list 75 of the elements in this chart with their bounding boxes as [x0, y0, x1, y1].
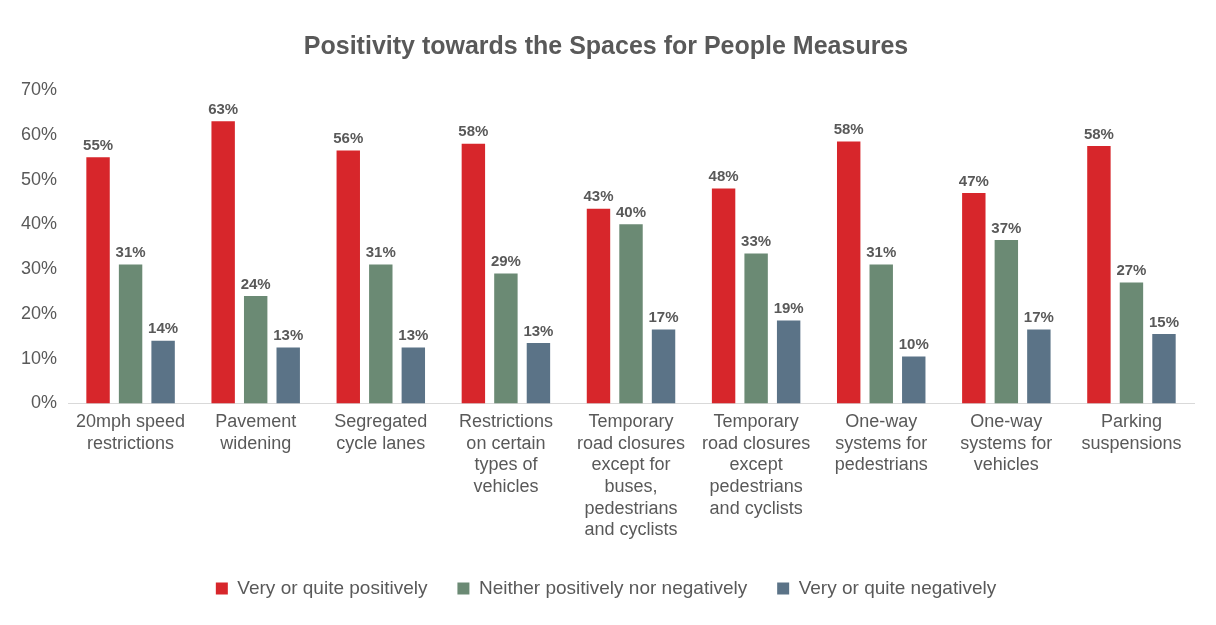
data-label: 40%: [616, 202, 647, 220]
y-tick-label: 40%: [21, 213, 58, 234]
y-tick-label: 30%: [21, 258, 58, 279]
bar: [401, 347, 426, 404]
bar: [744, 253, 768, 404]
bar: [962, 192, 986, 404]
data-label: 58%: [833, 120, 864, 138]
x-tick-label: Parking suspensions: [1081, 411, 1182, 453]
data-label: 24%: [240, 274, 271, 292]
y-tick-label: 60%: [21, 123, 58, 144]
y-tick-label: 10%: [21, 347, 58, 368]
x-tick-label: Segregated cycle lanes: [334, 411, 428, 453]
bar: [994, 239, 1019, 404]
y-tick-label: 70%: [21, 78, 58, 99]
bar: [619, 224, 643, 404]
data-label: 31%: [866, 243, 897, 261]
bar: [526, 342, 551, 404]
data-label: 13%: [273, 326, 304, 344]
bar: [902, 356, 926, 404]
data-label: 47%: [958, 171, 989, 189]
data-label: 14%: [148, 319, 179, 337]
x-tick-label: Temporary road closures except for buses, pedestrians and cyclists: [576, 411, 686, 540]
data-label: 29%: [490, 252, 521, 270]
data-label: 48%: [708, 167, 739, 185]
bar: [1119, 282, 1144, 404]
data-label: 17%: [648, 308, 679, 326]
bar: [336, 150, 360, 404]
bar: [369, 264, 393, 404]
x-tick-label: One-way systems for pedestrians: [834, 411, 928, 475]
data-label: 37%: [991, 218, 1022, 236]
bar: [243, 295, 268, 404]
x-tick-label: 20mph speed restrictions: [76, 411, 186, 453]
data-label: 13%: [523, 321, 554, 339]
bar: [586, 208, 611, 404]
x-tick-label: Restrictions on certain types of vehicles: [458, 411, 553, 496]
data-label: 19%: [773, 299, 804, 317]
data-label: 31%: [115, 243, 146, 261]
bar: [494, 273, 518, 404]
data-label: 31%: [365, 243, 396, 261]
data-label: 58%: [1083, 124, 1114, 142]
y-tick-label: 20%: [21, 302, 58, 323]
legend-label: Neither positively nor negatively: [478, 576, 748, 598]
x-tick-label: Temporary road closures except pedestrians and cyclists: [702, 411, 811, 518]
bar: [1087, 145, 1111, 404]
data-label: 15%: [1148, 312, 1179, 330]
bar: [86, 157, 110, 404]
data-label: 13%: [398, 326, 429, 344]
data-label: 17%: [1023, 308, 1054, 326]
data-label: 10%: [898, 335, 929, 353]
data-label: 58%: [458, 122, 489, 140]
data-label: 55%: [83, 135, 114, 153]
chart-title: Positivity towards the Spaces for People Measures: [303, 30, 909, 59]
x-tick-label: One-way systems for vehicles: [960, 411, 1053, 475]
bar: [211, 121, 235, 404]
bar: [276, 347, 300, 404]
legend-label: Very or quite negatively: [798, 576, 997, 598]
bar: [151, 340, 175, 404]
bar: [836, 141, 861, 404]
data-label: 27%: [1116, 261, 1147, 279]
bar: [869, 264, 893, 404]
bar: [711, 188, 736, 404]
bar: [651, 329, 676, 404]
bar: [776, 320, 801, 404]
data-label: 63%: [208, 99, 239, 117]
y-tick-label: 0%: [31, 392, 58, 413]
x-tick-label: Pavement widening: [215, 411, 297, 453]
bar: [461, 143, 486, 404]
bar: [1027, 329, 1051, 404]
bar: [118, 264, 143, 404]
data-label: 56%: [333, 129, 364, 147]
data-label: 43%: [583, 187, 614, 205]
bar: [1152, 334, 1176, 404]
legend-label: Very or quite positively: [237, 576, 428, 598]
y-tick-label: 50%: [21, 168, 58, 189]
data-label: 33%: [741, 232, 772, 250]
